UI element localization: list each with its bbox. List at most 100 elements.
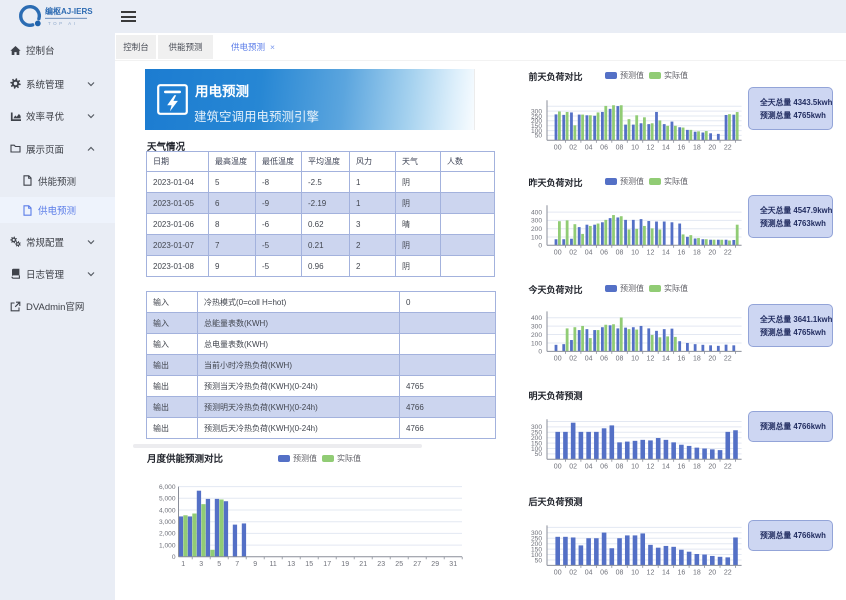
svg-text:08: 08 bbox=[616, 355, 624, 362]
svg-text:10: 10 bbox=[631, 144, 639, 151]
svg-text:18: 18 bbox=[693, 144, 701, 151]
svg-text:300: 300 bbox=[531, 323, 542, 330]
svg-text:5: 5 bbox=[217, 561, 221, 568]
svg-text:12: 12 bbox=[647, 569, 655, 576]
svg-text:300: 300 bbox=[531, 218, 542, 225]
svg-text:16: 16 bbox=[677, 463, 685, 470]
svg-text:08: 08 bbox=[616, 463, 624, 470]
svg-text:25: 25 bbox=[395, 561, 403, 568]
svg-text:06: 06 bbox=[600, 144, 608, 151]
svg-text:23: 23 bbox=[377, 561, 385, 568]
svg-text:150: 150 bbox=[531, 440, 542, 447]
svg-text:300: 300 bbox=[531, 424, 542, 431]
svg-text:300: 300 bbox=[531, 108, 542, 115]
svg-text:10: 10 bbox=[631, 249, 639, 256]
svg-text:100: 100 bbox=[531, 128, 542, 135]
svg-text:04: 04 bbox=[585, 144, 593, 151]
svg-text:150: 150 bbox=[531, 546, 542, 553]
svg-text:22: 22 bbox=[724, 144, 732, 151]
svg-text:200: 200 bbox=[531, 226, 542, 233]
svg-text:00: 00 bbox=[554, 463, 562, 470]
svg-text:9: 9 bbox=[253, 561, 257, 568]
svg-text:13: 13 bbox=[287, 561, 295, 568]
svg-text:5,000: 5,000 bbox=[159, 496, 176, 503]
svg-text:400: 400 bbox=[531, 209, 542, 216]
svg-text:29: 29 bbox=[431, 561, 439, 568]
svg-text:7: 7 bbox=[235, 561, 239, 568]
svg-text:18: 18 bbox=[693, 249, 701, 256]
svg-text:100: 100 bbox=[531, 234, 542, 241]
svg-text:14: 14 bbox=[662, 355, 670, 362]
svg-text:22: 22 bbox=[724, 355, 732, 362]
svg-text:20: 20 bbox=[708, 144, 716, 151]
svg-text:0: 0 bbox=[172, 554, 176, 561]
svg-text:12: 12 bbox=[647, 144, 655, 151]
svg-text:02: 02 bbox=[569, 249, 577, 256]
svg-text:2,000: 2,000 bbox=[159, 531, 176, 538]
svg-text:0: 0 bbox=[538, 349, 542, 356]
svg-text:250: 250 bbox=[531, 536, 542, 543]
svg-text:200: 200 bbox=[531, 118, 542, 125]
svg-text:02: 02 bbox=[569, 144, 577, 151]
svg-text:100: 100 bbox=[531, 446, 542, 453]
svg-text:6,000: 6,000 bbox=[159, 484, 176, 491]
svg-text:50: 50 bbox=[535, 451, 543, 458]
svg-text:14: 14 bbox=[662, 144, 670, 151]
svg-text:02: 02 bbox=[569, 463, 577, 470]
svg-text:50: 50 bbox=[535, 133, 543, 140]
svg-text:21: 21 bbox=[359, 561, 367, 568]
svg-text:18: 18 bbox=[693, 463, 701, 470]
svg-text:10: 10 bbox=[631, 355, 639, 362]
svg-text:TOP AI: TOP AI bbox=[48, 21, 77, 26]
svg-text:02: 02 bbox=[569, 355, 577, 362]
svg-text:08: 08 bbox=[616, 569, 624, 576]
svg-text:16: 16 bbox=[677, 144, 685, 151]
svg-text:14: 14 bbox=[662, 249, 670, 256]
svg-text:400: 400 bbox=[531, 315, 542, 322]
svg-text:14: 14 bbox=[662, 463, 670, 470]
svg-text:04: 04 bbox=[585, 355, 593, 362]
svg-text:00: 00 bbox=[554, 355, 562, 362]
svg-text:08: 08 bbox=[616, 249, 624, 256]
svg-text:12: 12 bbox=[647, 355, 655, 362]
svg-text:10: 10 bbox=[631, 569, 639, 576]
svg-text:04: 04 bbox=[585, 463, 593, 470]
svg-text:200: 200 bbox=[531, 435, 542, 442]
svg-text:22: 22 bbox=[724, 249, 732, 256]
svg-text:4,000: 4,000 bbox=[159, 507, 176, 514]
svg-text:16: 16 bbox=[677, 355, 685, 362]
svg-text:11: 11 bbox=[270, 561, 277, 568]
svg-text:12: 12 bbox=[647, 249, 655, 256]
svg-text:100: 100 bbox=[531, 340, 542, 347]
svg-text:16: 16 bbox=[677, 249, 685, 256]
svg-text:3: 3 bbox=[199, 561, 203, 568]
svg-text:14: 14 bbox=[662, 569, 670, 576]
svg-text:22: 22 bbox=[724, 463, 732, 470]
svg-text:17: 17 bbox=[323, 561, 331, 568]
svg-text:3,000: 3,000 bbox=[159, 519, 176, 526]
svg-text:20: 20 bbox=[708, 463, 716, 470]
svg-text:200: 200 bbox=[531, 332, 542, 339]
svg-text:18: 18 bbox=[693, 355, 701, 362]
svg-text:200: 200 bbox=[531, 541, 542, 548]
svg-text:编枢AJ-IERS: 编枢AJ-IERS bbox=[45, 6, 93, 16]
svg-text:250: 250 bbox=[531, 113, 542, 120]
svg-text:1,000: 1,000 bbox=[159, 542, 176, 549]
svg-text:19: 19 bbox=[341, 561, 349, 568]
svg-text:15: 15 bbox=[305, 561, 313, 568]
svg-text:22: 22 bbox=[724, 569, 732, 576]
svg-text:04: 04 bbox=[585, 249, 593, 256]
svg-text:02: 02 bbox=[569, 569, 577, 576]
svg-text:06: 06 bbox=[600, 249, 608, 256]
svg-text:20: 20 bbox=[708, 355, 716, 362]
svg-text:50: 50 bbox=[535, 557, 543, 564]
svg-text:150: 150 bbox=[531, 123, 542, 130]
svg-text:20: 20 bbox=[708, 569, 716, 576]
svg-text:0: 0 bbox=[538, 243, 542, 250]
svg-text:1: 1 bbox=[181, 561, 185, 568]
svg-text:12: 12 bbox=[647, 463, 655, 470]
svg-text:10: 10 bbox=[631, 463, 639, 470]
svg-text:250: 250 bbox=[531, 430, 542, 437]
svg-text:16: 16 bbox=[677, 569, 685, 576]
svg-text:06: 06 bbox=[600, 355, 608, 362]
